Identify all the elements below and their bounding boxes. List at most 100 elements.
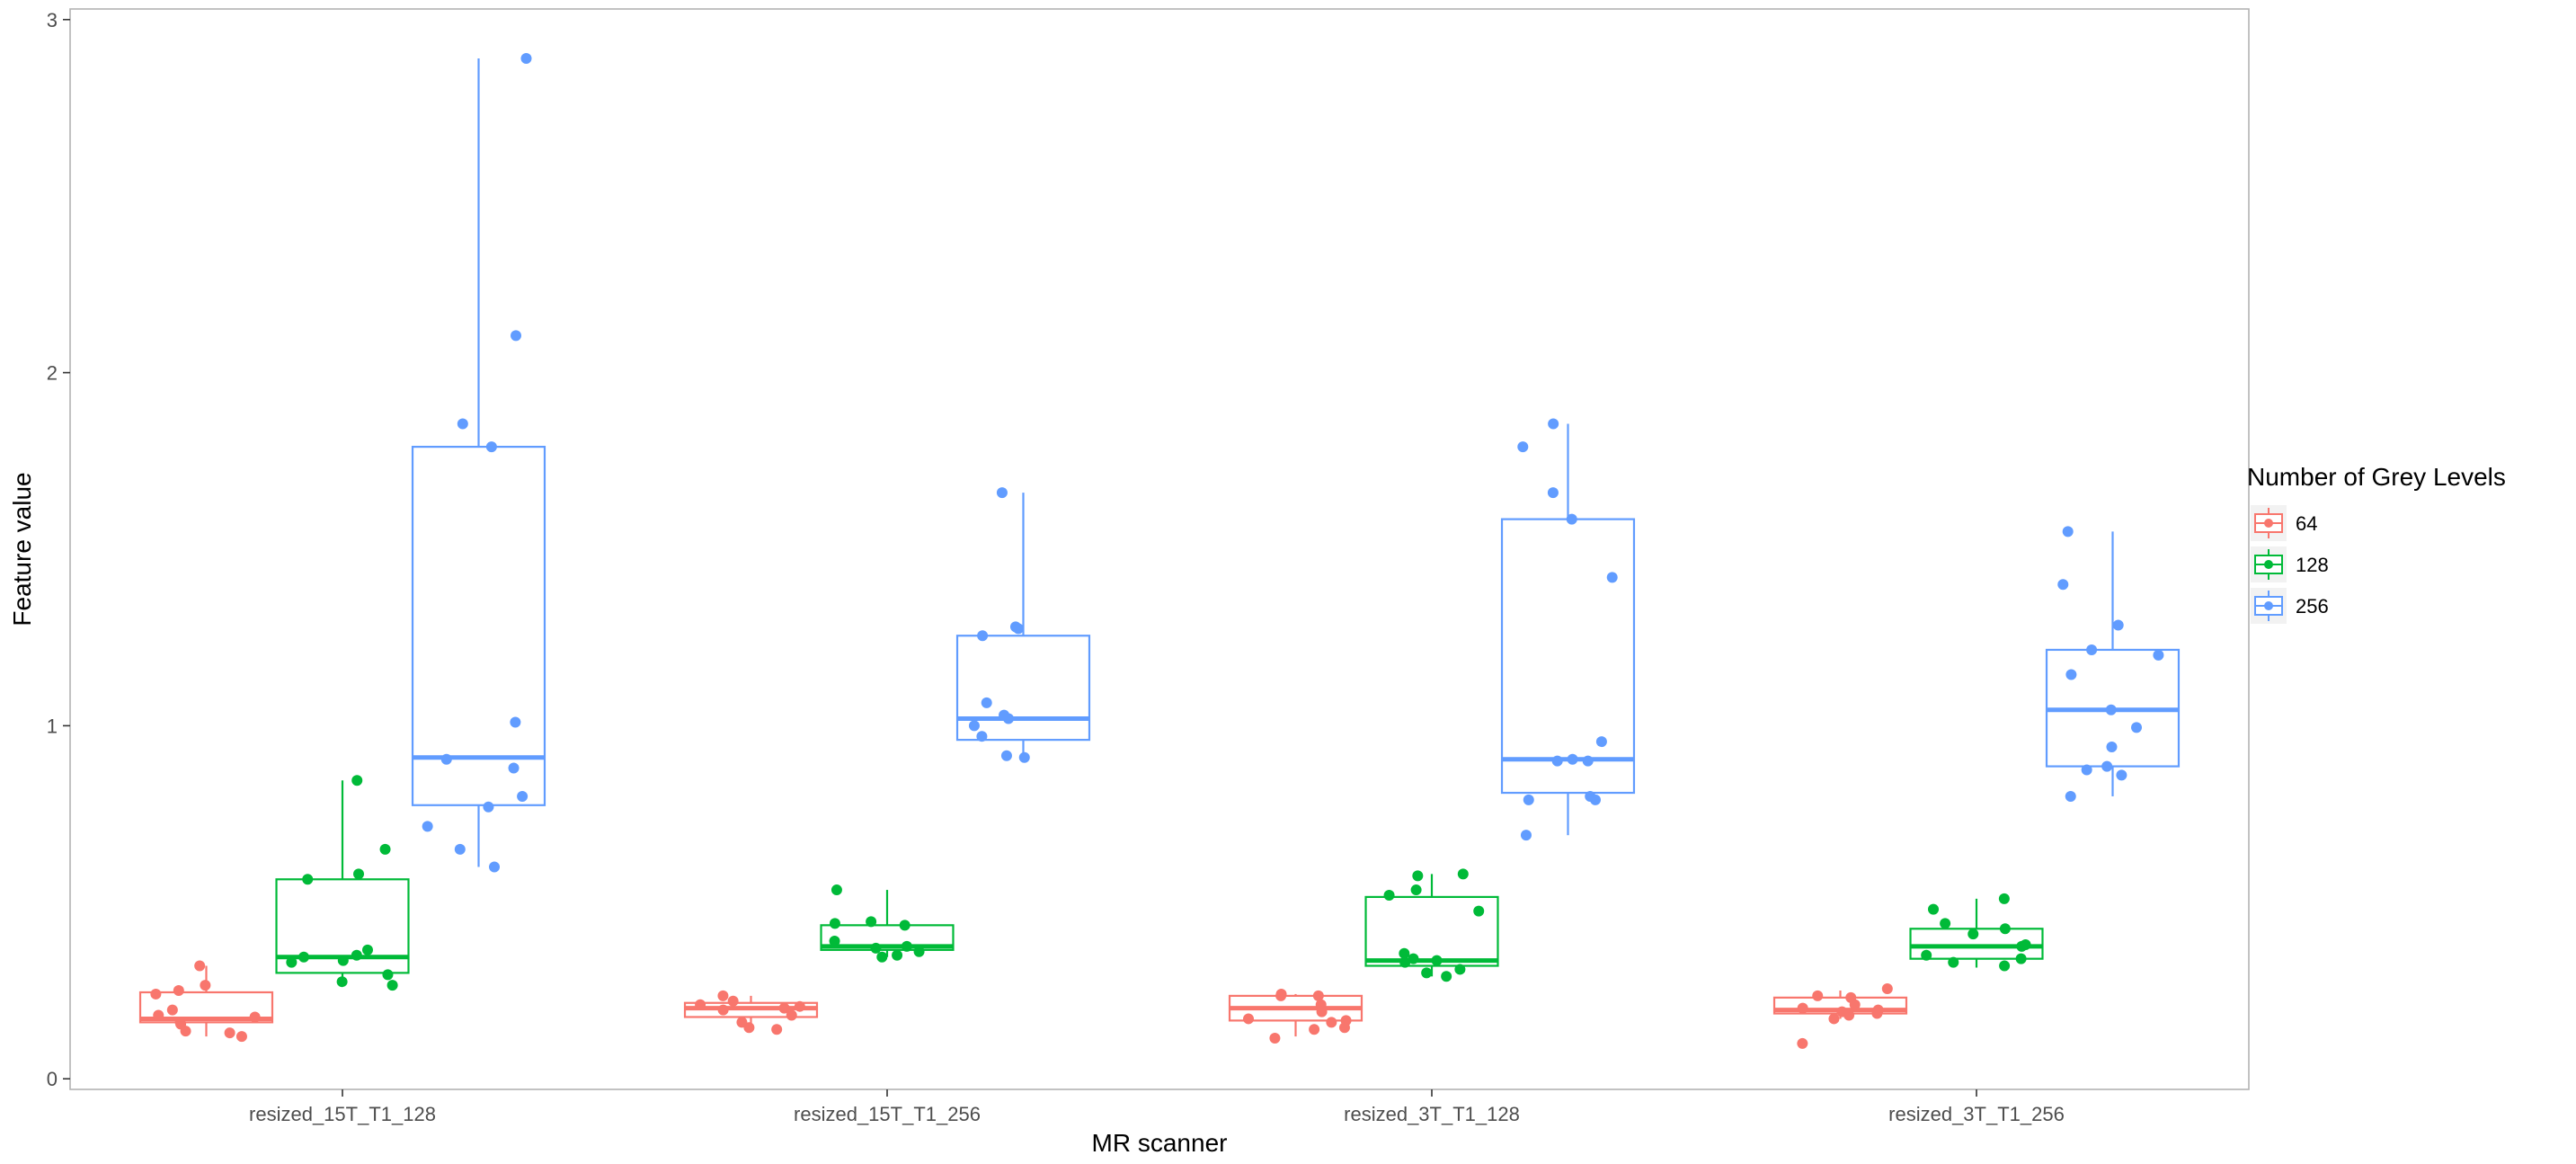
legend-key-point — [2264, 519, 2273, 528]
data-point — [382, 969, 394, 981]
data-point — [520, 52, 532, 64]
data-point — [517, 790, 529, 802]
data-point — [981, 697, 992, 708]
data-point — [361, 944, 373, 955]
data-point — [976, 731, 988, 742]
data-point — [2086, 644, 2098, 655]
data-point — [1275, 990, 1287, 1001]
data-point — [1012, 623, 1024, 635]
box-group — [683, 990, 819, 1035]
data-point — [1999, 923, 2011, 935]
data-point — [1018, 751, 1030, 763]
legend-label: 64 — [2296, 512, 2317, 535]
data-point — [2112, 619, 2124, 631]
box — [1500, 518, 1636, 795]
data-point — [1399, 947, 1410, 959]
data-point — [457, 418, 468, 430]
data-point — [2131, 722, 2143, 733]
data-point — [1316, 1006, 1328, 1017]
data-point — [794, 1000, 805, 1012]
legend-key-point — [2264, 560, 2273, 569]
data-point — [1383, 889, 1395, 901]
box-group — [955, 487, 1091, 763]
data-point — [1441, 971, 1452, 982]
data-point — [510, 716, 521, 728]
data-point — [913, 946, 925, 957]
data-point — [286, 956, 298, 968]
legend-title: Number of Grey Levels — [2247, 463, 2506, 491]
data-point — [899, 920, 910, 931]
y-axis-title: Feature value — [8, 472, 36, 626]
data-point — [200, 980, 211, 991]
data-point — [1589, 794, 1601, 805]
x-tick-label: resized_15T_T1_256 — [794, 1103, 981, 1125]
data-point — [1548, 418, 1559, 430]
data-point — [1566, 513, 1577, 525]
data-point — [1338, 1022, 1350, 1034]
data-point — [1309, 1024, 1320, 1035]
data-point — [1003, 713, 1015, 724]
data-point — [440, 753, 452, 765]
data-point — [422, 821, 433, 832]
data-point — [1968, 929, 1979, 940]
data-point — [1408, 953, 1419, 964]
data-point — [2065, 669, 2077, 680]
data-point — [829, 936, 840, 947]
data-point — [224, 1027, 235, 1039]
data-point — [351, 775, 363, 786]
data-point — [1520, 830, 1532, 841]
x-tick-label: resized_15T_T1_128 — [249, 1103, 436, 1125]
data-point — [2101, 760, 2113, 772]
axes: 0 1 2 3 resized_15T_T1_128 resized_15T_T1_256… — [47, 8, 2250, 1125]
data-point — [870, 942, 882, 954]
box-group — [1228, 988, 1364, 1044]
data-point — [866, 916, 877, 928]
data-point — [829, 918, 840, 929]
data-point — [1312, 990, 1324, 1001]
box-group — [1772, 983, 1908, 1049]
legend-key — [2251, 546, 2287, 582]
data-point — [2057, 579, 2069, 591]
data-point — [1523, 794, 1534, 805]
data-point — [1412, 870, 1424, 882]
x-tick-label: resized_3T_T1_256 — [1888, 1103, 2065, 1125]
x-tick-label: resized_3T_T1_128 — [1344, 1103, 1520, 1125]
data-point — [1921, 949, 1932, 961]
data-point — [2081, 764, 2092, 776]
data-point — [771, 1024, 783, 1035]
data-point — [379, 843, 391, 855]
data-point — [302, 874, 314, 885]
data-point — [1999, 960, 2011, 972]
data-point — [1454, 964, 1466, 975]
box-group — [411, 52, 546, 873]
data-point — [1547, 487, 1559, 499]
data-point — [1326, 1017, 1337, 1028]
plot-area — [138, 52, 2181, 1049]
data-point — [1797, 1037, 1808, 1049]
data-point — [1828, 1013, 1840, 1025]
data-point — [1399, 956, 1411, 968]
data-point — [1473, 905, 1485, 917]
data-point — [235, 1031, 247, 1043]
data-point — [876, 951, 888, 963]
data-point — [1998, 893, 2010, 904]
data-point — [1595, 736, 1607, 748]
data-point — [892, 949, 903, 961]
x-axis-title: MR scanner — [1092, 1129, 1228, 1157]
box — [411, 445, 546, 806]
data-point — [1582, 755, 1594, 767]
data-point — [1812, 990, 1824, 1001]
data-point — [351, 949, 362, 961]
data-point — [194, 960, 206, 972]
data-point — [977, 630, 989, 642]
y-tick-label: 1 — [47, 715, 58, 737]
data-point — [1269, 1033, 1281, 1044]
box — [1364, 895, 1499, 967]
data-point — [2153, 649, 2164, 661]
data-point — [968, 720, 980, 732]
data-point — [901, 940, 912, 952]
data-point — [1457, 868, 1469, 880]
data-point — [743, 1022, 755, 1034]
